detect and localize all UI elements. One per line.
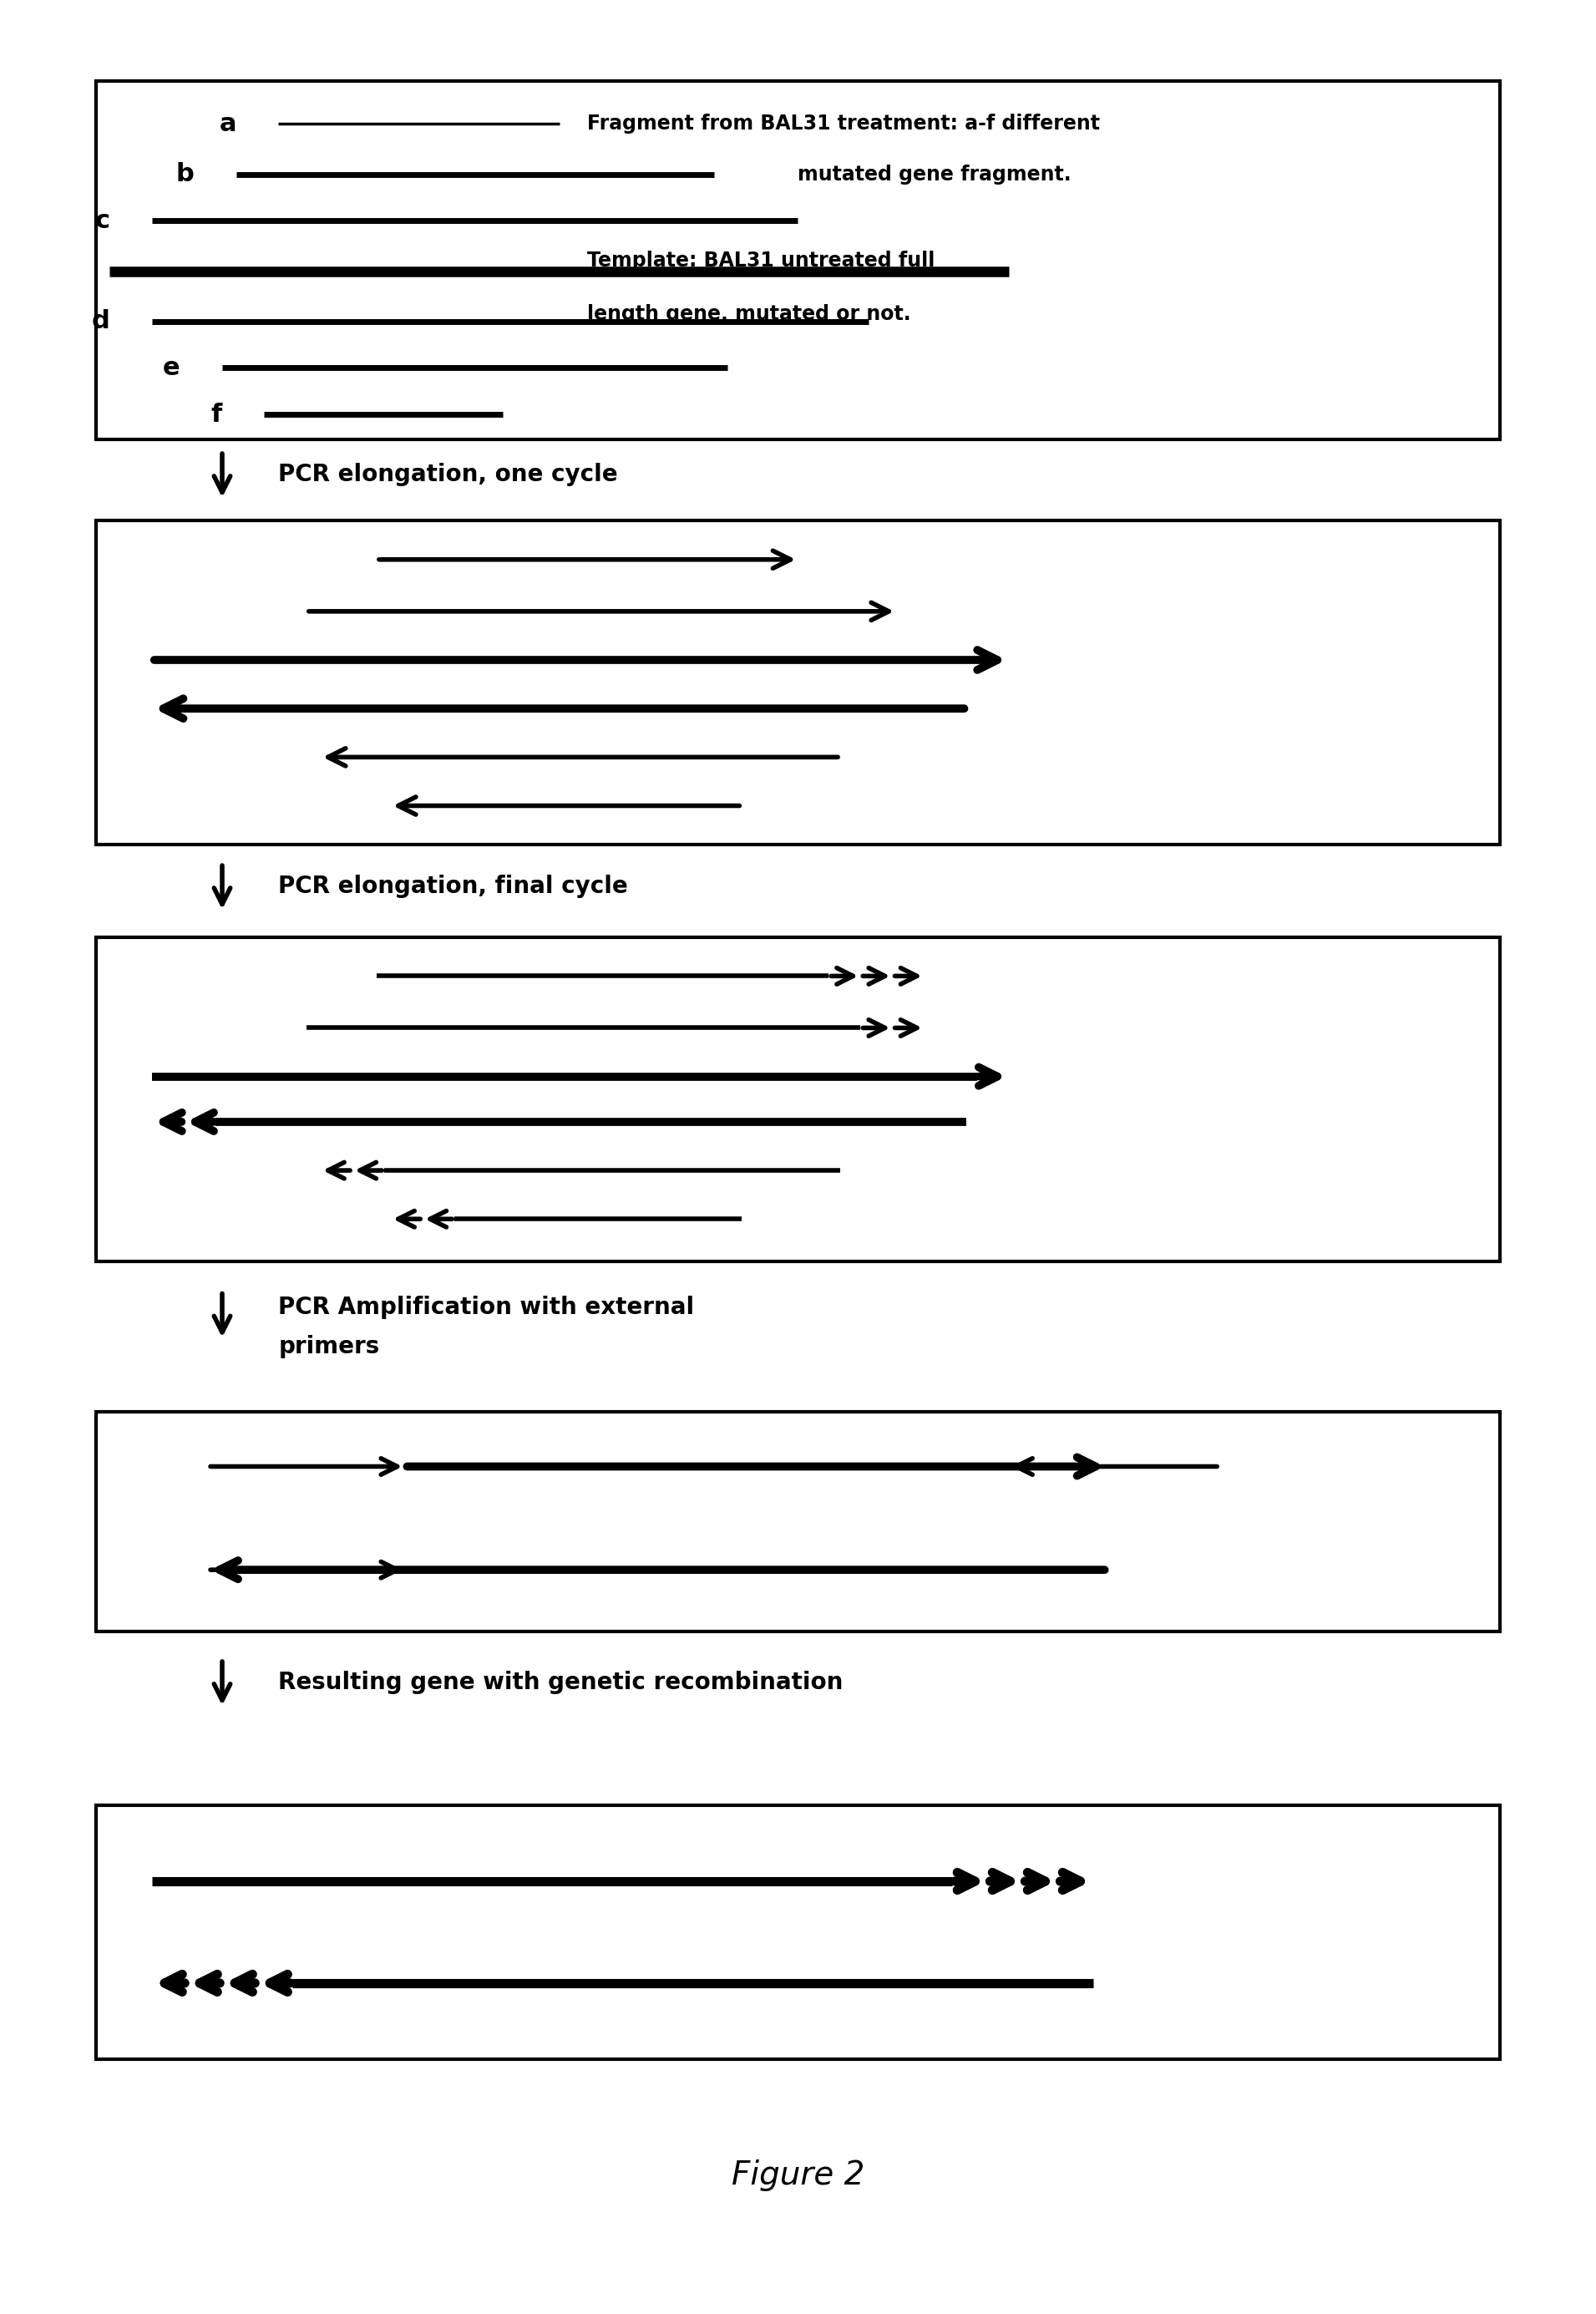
Text: mutated gene fragment.: mutated gene fragment. — [798, 164, 1071, 185]
Text: Template: BAL31 untreated full: Template: BAL31 untreated full — [587, 250, 935, 271]
Text: b: b — [176, 162, 195, 187]
Text: a: a — [219, 111, 236, 137]
Text: PCR Amplification with external: PCR Amplification with external — [278, 1296, 694, 1319]
Text: Figure 2: Figure 2 — [731, 2159, 865, 2191]
Bar — [96, 1805, 1500, 2059]
Text: d: d — [91, 310, 110, 333]
Bar — [96, 1412, 1500, 1631]
Text: f: f — [211, 403, 222, 426]
Text: Fragment from BAL31 treatment: a-f different: Fragment from BAL31 treatment: a-f diffe… — [587, 113, 1100, 134]
Text: PCR elongation, final cycle: PCR elongation, final cycle — [278, 875, 629, 898]
Bar — [96, 937, 1500, 1261]
Text: c: c — [94, 208, 110, 234]
Text: Resulting gene with genetic recombination: Resulting gene with genetic recombinatio… — [278, 1671, 843, 1694]
Bar — [96, 81, 1500, 440]
Text: primers: primers — [278, 1335, 380, 1358]
Text: e: e — [163, 356, 180, 379]
Bar — [96, 521, 1500, 845]
Text: length gene, mutated or not.: length gene, mutated or not. — [587, 303, 911, 324]
Text: PCR elongation, one cycle: PCR elongation, one cycle — [278, 463, 618, 486]
